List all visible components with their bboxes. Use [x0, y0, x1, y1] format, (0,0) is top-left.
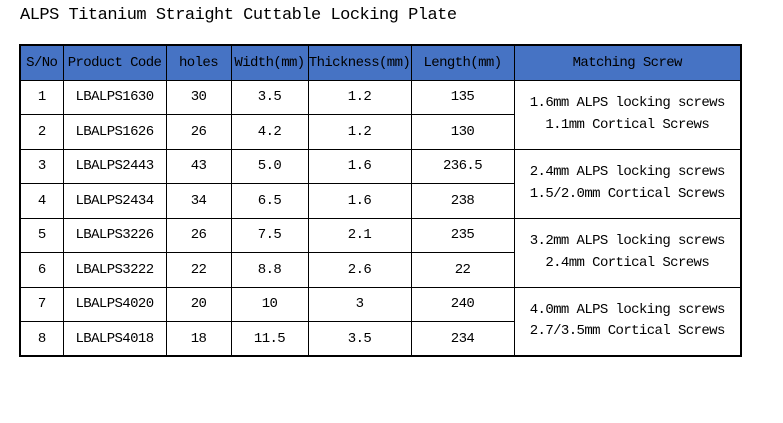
matching-screw-cell: 3.2mm ALPS locking screws 2.4mm Cortical…	[513, 217, 742, 288]
cell-length: 135	[410, 79, 515, 115]
cell-product-code: LBALPS4018	[62, 321, 167, 357]
cell-product-code: LBALPS1630	[62, 79, 167, 115]
matching-screw-line2: 1.1mm Cortical Screws	[545, 116, 710, 133]
col-header-matching-screw: Matching Screw	[513, 44, 742, 81]
cell-thickness: 1.2	[307, 114, 412, 150]
matching-screw-line1: 1.6mm ALPS locking screws	[529, 94, 726, 111]
cell-thickness: 1.2	[307, 79, 412, 115]
cell-holes: 26	[165, 217, 232, 253]
cell-holes: 34	[165, 183, 232, 219]
cell-length: 130	[410, 114, 515, 150]
cell-thickness: 1.6	[307, 148, 412, 184]
col-header-width: Width(mm)	[230, 44, 309, 81]
cell-sno: 3	[19, 148, 64, 184]
cell-sno: 7	[19, 286, 64, 322]
cell-sno: 4	[19, 183, 64, 219]
cell-holes: 18	[165, 321, 232, 357]
matching-screw-cell: 1.6mm ALPS locking screws 1.1mm Cortical…	[513, 79, 742, 150]
cell-sno: 8	[19, 321, 64, 357]
cell-length: 238	[410, 183, 515, 219]
cell-thickness: 3	[307, 286, 412, 322]
cell-width: 8.8	[230, 252, 309, 288]
matching-screw-line1: 4.0mm ALPS locking screws	[529, 301, 726, 318]
matching-screw-cell: 4.0mm ALPS locking screws 2.7/3.5mm Cort…	[513, 286, 742, 357]
cell-length: 234	[410, 321, 515, 357]
cell-product-code: LBALPS1626	[62, 114, 167, 150]
cell-length: 22	[410, 252, 515, 288]
cell-sno: 6	[19, 252, 64, 288]
col-header-product-code: Product Code	[62, 44, 167, 81]
cell-width: 6.5	[230, 183, 309, 219]
col-header-sno: S/No	[19, 44, 64, 81]
cell-length: 240	[410, 286, 515, 322]
cell-sno: 2	[19, 114, 64, 150]
cell-thickness: 1.6	[307, 183, 412, 219]
cell-product-code: LBALPS3226	[62, 217, 167, 253]
matching-screw-line2: 2.4mm Cortical Screws	[545, 254, 710, 271]
matching-screw-line1: 2.4mm ALPS locking screws	[529, 163, 726, 180]
cell-sno: 1	[19, 79, 64, 115]
cell-width: 10	[230, 286, 309, 322]
cell-width: 7.5	[230, 217, 309, 253]
cell-thickness: 2.6	[307, 252, 412, 288]
cell-thickness: 3.5	[307, 321, 412, 357]
cell-length: 236.5	[410, 148, 515, 184]
cell-sno: 5	[19, 217, 64, 253]
cell-holes: 43	[165, 148, 232, 184]
cell-holes: 20	[165, 286, 232, 322]
cell-length: 235	[410, 217, 515, 253]
matching-screw-cell: 2.4mm ALPS locking screws 1.5/2.0mm Cort…	[513, 148, 742, 219]
matching-screw-line2: 1.5/2.0mm Cortical Screws	[529, 185, 726, 202]
table-header-row: S/No Product Code holes Width(mm) Thickn…	[19, 44, 742, 81]
cell-product-code: LBALPS2434	[62, 183, 167, 219]
matching-screw-line2: 2.7/3.5mm Cortical Screws	[529, 323, 726, 340]
matching-screw-line1: 3.2mm ALPS locking screws	[529, 232, 726, 249]
table-row: 3 LBALPS2443 43 5.0 1.6 236.5 2.4mm ALPS…	[19, 148, 742, 219]
cell-width: 11.5	[230, 321, 309, 357]
col-header-length: Length(mm)	[410, 44, 515, 81]
spec-table: S/No Product Code holes Width(mm) Thickn…	[19, 44, 742, 357]
cell-width: 4.2	[230, 114, 309, 150]
page-title: ALPS Titanium Straight Cuttable Locking …	[20, 6, 457, 25]
cell-width: 3.5	[230, 79, 309, 115]
col-header-holes: holes	[165, 44, 232, 81]
cell-holes: 30	[165, 79, 232, 115]
cell-product-code: LBALPS4020	[62, 286, 167, 322]
cell-holes: 22	[165, 252, 232, 288]
table-row: 7 LBALPS4020 20 10 3 240 4.0mm ALPS lock…	[19, 286, 742, 357]
col-header-thickness: Thickness(mm)	[307, 44, 412, 81]
cell-holes: 26	[165, 114, 232, 150]
table-row: 5 LBALPS3226 26 7.5 2.1 235 3.2mm ALPS l…	[19, 217, 742, 288]
cell-thickness: 2.1	[307, 217, 412, 253]
table-row: 1 LBALPS1630 30 3.5 1.2 135 1.6mm ALPS l…	[19, 79, 742, 150]
cell-product-code: LBALPS3222	[62, 252, 167, 288]
cell-product-code: LBALPS2443	[62, 148, 167, 184]
cell-width: 5.0	[230, 148, 309, 184]
